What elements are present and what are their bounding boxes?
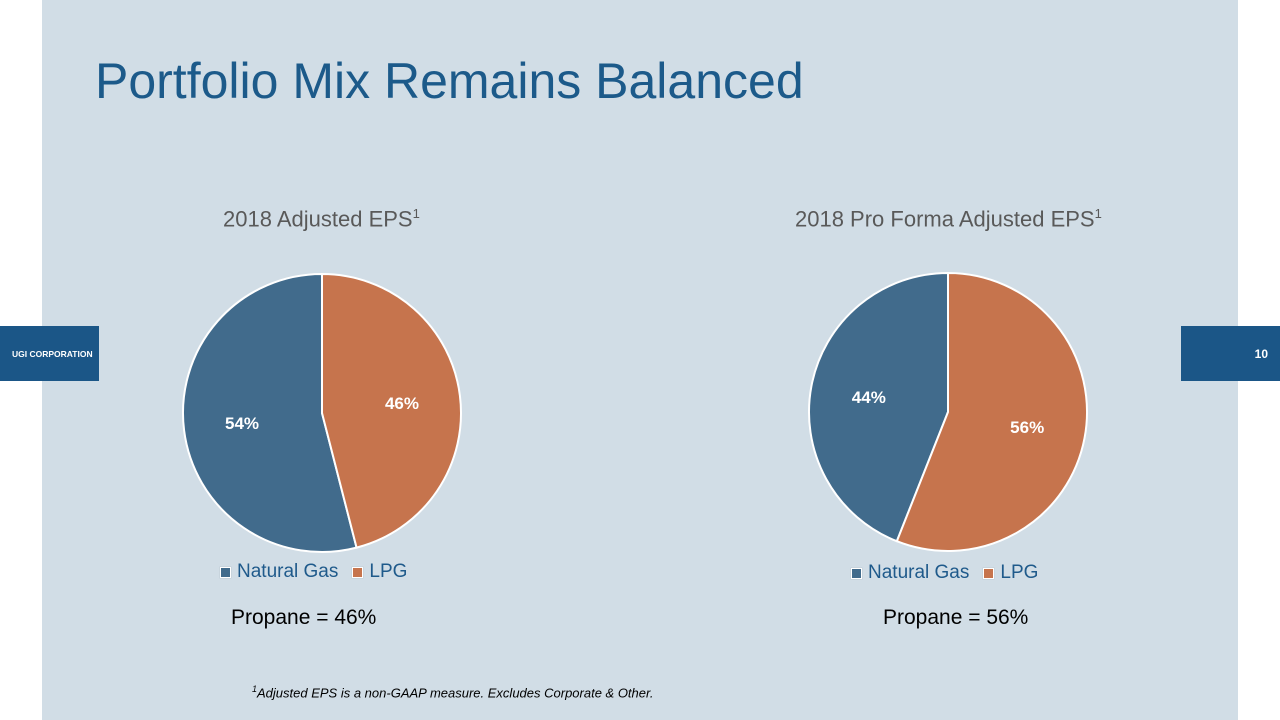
legend-item-natural-gas: Natural Gas bbox=[220, 561, 338, 583]
pie-chart-adjusted-eps: 54% 46% bbox=[182, 272, 462, 553]
propane-note-pro-forma-eps: Propane = 56% bbox=[883, 606, 1029, 629]
pie-slice-natural-gas bbox=[182, 272, 358, 553]
data-label-lpg: 46% bbox=[385, 394, 419, 413]
propane-note-adjusted-eps: Propane = 46% bbox=[231, 606, 377, 629]
pie-slice-natural-gas bbox=[808, 271, 949, 543]
legend-label-natural-gas: Natural Gas bbox=[868, 562, 970, 583]
data-label-natural-gas: 44% bbox=[852, 388, 886, 407]
page-number: 10 bbox=[1181, 326, 1280, 381]
legend-label-lpg: LPG bbox=[369, 561, 408, 582]
legend-item-natural-gas: Natural Gas bbox=[851, 562, 969, 584]
legend-swatch-natural-gas bbox=[851, 567, 862, 579]
pie-slice-lpg bbox=[895, 271, 1088, 552]
company-tab: UGI CORPORATION bbox=[0, 326, 99, 381]
chart-title-pro-forma-eps: 2018 Pro Forma Adjusted EPS1 bbox=[795, 206, 1102, 232]
legend-swatch-lpg bbox=[983, 567, 995, 579]
chart-title-text: 2018 Pro Forma Adjusted EPS bbox=[795, 206, 1095, 232]
page-title: Portfolio Mix Remains Balanced bbox=[95, 53, 804, 109]
chart-title-adjusted-eps: 2018 Adjusted EPS1 bbox=[223, 206, 420, 232]
data-label-natural-gas: 54% bbox=[225, 414, 259, 433]
footnote-text: Adjusted EPS is a non-GAAP measure. Excl… bbox=[257, 685, 654, 701]
footnote: 1Adjusted EPS is a non-GAAP measure. Exc… bbox=[252, 684, 653, 700]
chart-title-text: 2018 Adjusted EPS bbox=[223, 206, 413, 232]
data-label-lpg: 56% bbox=[1010, 418, 1044, 437]
legend-label-lpg: LPG bbox=[1000, 562, 1039, 583]
legend-swatch-lpg bbox=[352, 566, 364, 578]
legend-adjusted-eps: Natural Gas LPG bbox=[220, 561, 421, 583]
legend-item-lpg: LPG bbox=[983, 562, 1038, 584]
legend-pro-forma-eps: Natural Gas LPG bbox=[851, 562, 1052, 584]
pie-slice-lpg bbox=[321, 272, 462, 549]
legend-swatch-natural-gas bbox=[220, 566, 231, 578]
legend-label-natural-gas: Natural Gas bbox=[237, 561, 339, 582]
chart-title-superscript: 1 bbox=[412, 206, 420, 221]
legend-item-lpg: LPG bbox=[352, 561, 407, 583]
footnote-marker: 1 bbox=[252, 684, 258, 694]
chart-title-superscript: 1 bbox=[1094, 206, 1102, 221]
pie-chart-pro-forma-eps: 44% 56% bbox=[808, 271, 1088, 552]
